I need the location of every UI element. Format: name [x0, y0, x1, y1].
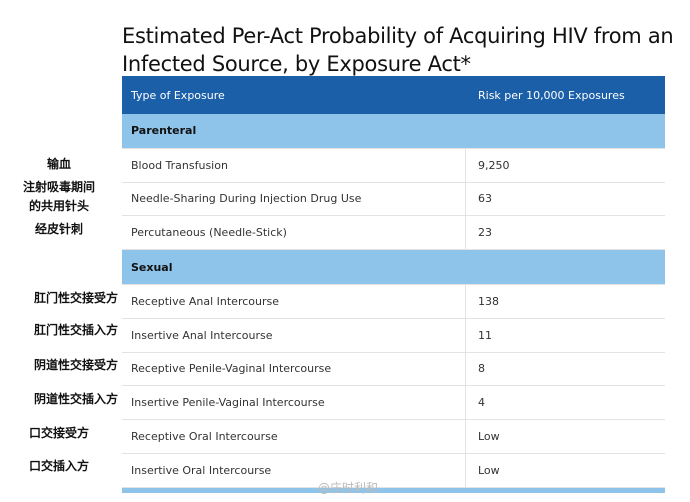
table-row: Insertive Oral Intercourse Low	[122, 453, 665, 488]
header-type-of-exposure: Type of Exposure	[131, 88, 225, 102]
section-parenteral: Parenteral	[122, 114, 665, 149]
section-sexual: Sexual	[122, 250, 665, 285]
exposure-cell: Needle-Sharing During Injection Drug Use	[122, 182, 466, 216]
risk-cell: Low	[478, 430, 500, 444]
annotation-needle-share-1: 注射吸毒期间	[22, 180, 95, 194]
exposure-cell: Percutaneous (Needle-Stick)	[122, 216, 466, 250]
table-footer-bar	[122, 487, 665, 493]
annotation-receptive-oral: 口交接受方	[28, 426, 89, 440]
risk-cell: 23	[478, 226, 492, 240]
table-row: Needle-Sharing During Injection Drug Use…	[122, 182, 665, 217]
page-title: Estimated Per-Act Probability of Acquiri…	[122, 24, 674, 76]
table-row: Receptive Oral Intercourse Low	[122, 420, 665, 454]
table-row: Blood Transfusion 9,250	[122, 148, 665, 183]
risk-cell: 138	[478, 294, 499, 308]
exposure-risk-table: Type of Exposure Risk per 10,000 Exposur…	[122, 76, 665, 493]
risk-cell: 4	[478, 396, 485, 410]
exposure-cell: Receptive Penile-Vaginal Intercourse	[122, 352, 466, 386]
risk-cell: 8	[478, 362, 485, 376]
table-header-row: Type of Exposure Risk per 10,000 Exposur…	[122, 76, 665, 114]
risk-cell: 63	[478, 192, 492, 206]
risk-cell: 9,250	[478, 158, 510, 172]
annotation-insertive-oral: 口交插入方	[28, 459, 89, 473]
exposure-cell: Blood Transfusion	[122, 148, 466, 182]
exposure-cell: Insertive Penile-Vaginal Intercourse	[122, 386, 466, 420]
table-row: Receptive Anal Intercourse 138	[122, 284, 665, 319]
table-row: Receptive Penile-Vaginal Intercourse 8	[122, 352, 665, 387]
annotation-receptive-vaginal: 阴道性交接受方	[33, 358, 118, 372]
exposure-cell: Insertive Oral Intercourse	[122, 453, 466, 487]
watermark: @庄时利和	[318, 481, 379, 495]
annotation-needle-share-2: 的共用针头	[28, 199, 89, 213]
table-row: Insertive Anal Intercourse 11	[122, 318, 665, 353]
header-risk: Risk per 10,000 Exposures	[478, 88, 625, 102]
table-row: Percutaneous (Needle-Stick) 23	[122, 216, 665, 251]
annotation-insertive-vaginal: 阴道性交插入方	[33, 392, 118, 406]
exposure-cell: Receptive Oral Intercourse	[122, 420, 466, 453]
annotation-percutaneous: 经皮针刺	[34, 222, 83, 236]
table-row: Insertive Penile-Vaginal Intercourse 4	[122, 386, 665, 421]
risk-cell: 11	[478, 328, 492, 342]
risk-cell: Low	[478, 463, 500, 477]
annotation-receptive-anal: 肛门性交接受方	[33, 291, 118, 305]
exposure-cell: Insertive Anal Intercourse	[122, 318, 466, 352]
annotation-insertive-anal: 肛门性交插入方	[33, 323, 118, 337]
exposure-cell: Receptive Anal Intercourse	[122, 284, 466, 318]
annotation-blood: 输血	[46, 157, 71, 171]
